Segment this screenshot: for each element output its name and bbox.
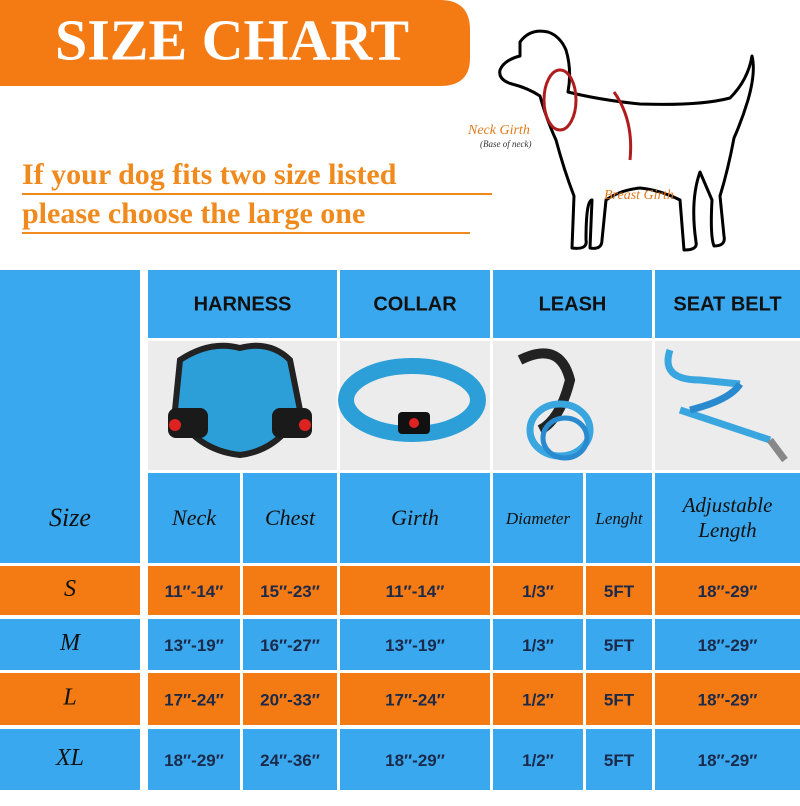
table-cell — [655, 619, 800, 670]
size-value: 5FT — [604, 582, 635, 601]
title-banner — [0, 0, 470, 86]
table-cell — [586, 566, 652, 615]
table-cell — [243, 673, 337, 725]
table-cell — [655, 673, 800, 725]
column-header-text: Adjustable Length — [682, 492, 773, 542]
size-value: 11″-14″ — [386, 582, 445, 601]
note-line: If your dog fits two size listed — [22, 158, 397, 191]
size-value: 5FT — [604, 636, 635, 655]
size-value: 18″-29″ — [385, 751, 445, 770]
table-cell — [586, 673, 652, 725]
table-cell — [148, 673, 240, 725]
size-value: 20″-33″ — [260, 690, 320, 709]
table-cell — [0, 270, 140, 563]
size-value: 17″-24″ — [164, 690, 224, 709]
column-header: Chest — [265, 505, 316, 530]
table-cell — [0, 566, 140, 615]
size-value: 24″-36″ — [260, 751, 320, 770]
size-label: L — [62, 685, 76, 711]
diagram-note: (Base of neck) — [480, 139, 531, 149]
table-cell — [148, 619, 240, 670]
size-value: 16″-27″ — [260, 636, 320, 655]
leash-image — [517, 348, 594, 461]
column-header: Adjustable Length — [682, 492, 773, 542]
diagram-label: Neck Girth — [467, 123, 530, 138]
size-value: 17″-24″ — [385, 690, 445, 709]
table-cell — [340, 270, 490, 338]
table-cell — [340, 729, 490, 790]
column-header: Lenght — [594, 509, 644, 528]
collar-image — [338, 358, 486, 442]
diagram-label: Breast Girth — [604, 188, 674, 203]
size-label: XL — [55, 745, 84, 771]
harness-image — [168, 342, 312, 459]
table-cell — [586, 729, 652, 790]
table-cell — [0, 619, 140, 670]
size-value: 5FT — [604, 690, 635, 709]
table-cell — [243, 566, 337, 615]
size-value: 18″-29″ — [698, 690, 758, 709]
seatbelt-image — [664, 348, 788, 463]
table-cell — [655, 270, 800, 338]
size-value: 1/2″ — [522, 690, 554, 709]
table-cell — [0, 729, 140, 790]
note-line: please choose the large one — [22, 197, 365, 230]
product-header: HARNESS — [194, 293, 292, 315]
table-cell — [493, 729, 583, 790]
breast-girth-mark — [612, 91, 633, 161]
size-value: 1/3″ — [522, 636, 554, 655]
table-cell — [148, 473, 240, 563]
size-value: 11″-14″ — [165, 582, 224, 601]
table-cell — [148, 729, 240, 790]
table-cell — [493, 673, 583, 725]
size-label: M — [59, 630, 82, 656]
size-value: 18″-29″ — [164, 751, 224, 770]
title: SIZE CHART — [55, 7, 409, 72]
table-cell — [340, 566, 490, 615]
table-cell — [148, 270, 337, 338]
column-header: Neck — [171, 505, 217, 530]
table-cell — [493, 473, 583, 563]
table-cell — [340, 673, 490, 725]
table: HARNESS COLLAR LEASH SEAT BELT Size Neck Chest… — [0, 270, 800, 790]
size-value: 1/2″ — [522, 751, 554, 770]
column-header: Girth — [391, 505, 439, 530]
size-value: 18″-29″ — [698, 751, 758, 770]
size-value: 13″-19″ — [385, 636, 445, 655]
size-value: 18″-29″ — [698, 636, 758, 655]
product-header: SEAT BELT — [673, 293, 781, 315]
table-cell — [0, 673, 140, 725]
table-cell — [243, 473, 337, 563]
size-value: 5FT — [604, 751, 635, 770]
size-value: 18″-29″ — [698, 582, 758, 601]
table-cell — [655, 566, 800, 615]
table-cell — [340, 473, 490, 563]
product-header: COLLAR — [373, 293, 457, 315]
size-label: S — [64, 576, 76, 602]
table-cell — [148, 566, 240, 615]
table-cell — [493, 566, 583, 615]
table-cell — [243, 729, 337, 790]
column-header: Diameter — [505, 509, 571, 528]
neck-girth-mark — [542, 68, 578, 132]
table-cell — [655, 729, 800, 790]
table-cell — [340, 619, 490, 670]
dog-outline — [498, 29, 755, 252]
product-header: LEASH — [539, 293, 607, 315]
table-cell — [493, 619, 583, 670]
table-cell — [586, 473, 652, 563]
column-header: Size — [49, 503, 91, 532]
table-cell — [655, 473, 800, 563]
table-cell — [586, 619, 652, 670]
table-cell — [243, 619, 337, 670]
size-value: 15″-23″ — [260, 582, 320, 601]
table-cell — [493, 270, 652, 338]
size-value: 1/3″ — [522, 582, 554, 601]
size-value: 13″-19″ — [164, 636, 224, 655]
